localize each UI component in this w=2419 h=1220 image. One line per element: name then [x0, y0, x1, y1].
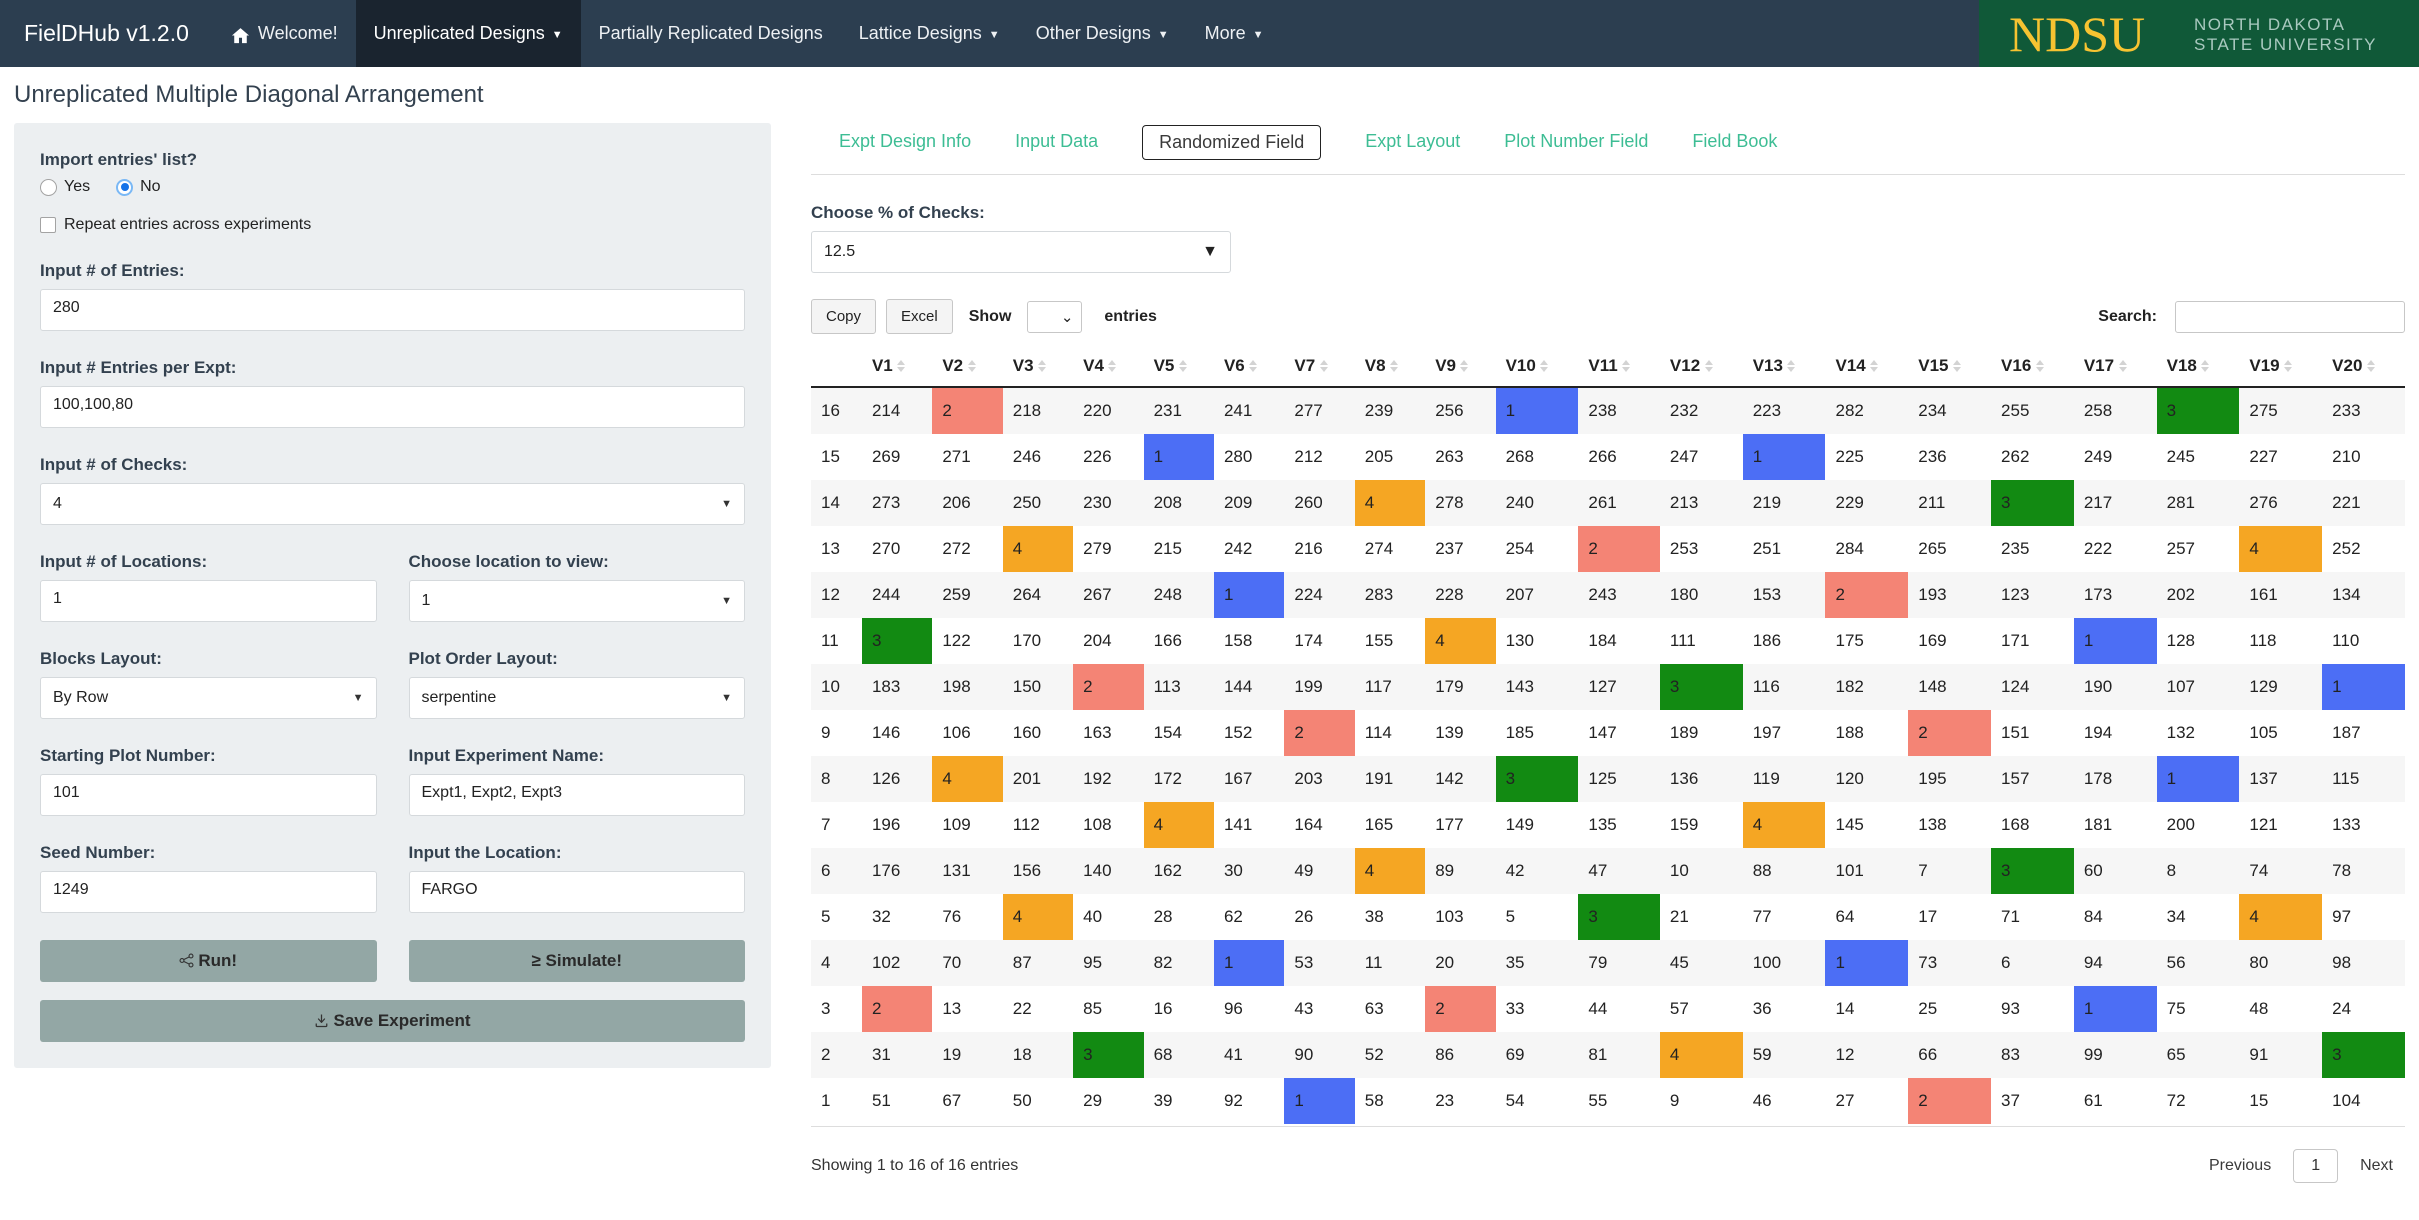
svg-text:NORTH DAKOTA: NORTH DAKOTA — [2194, 15, 2346, 34]
svg-text:NDSU: NDSU — [2009, 6, 2145, 62]
svg-text:STATE UNIVERSITY: STATE UNIVERSITY — [2194, 35, 2377, 54]
